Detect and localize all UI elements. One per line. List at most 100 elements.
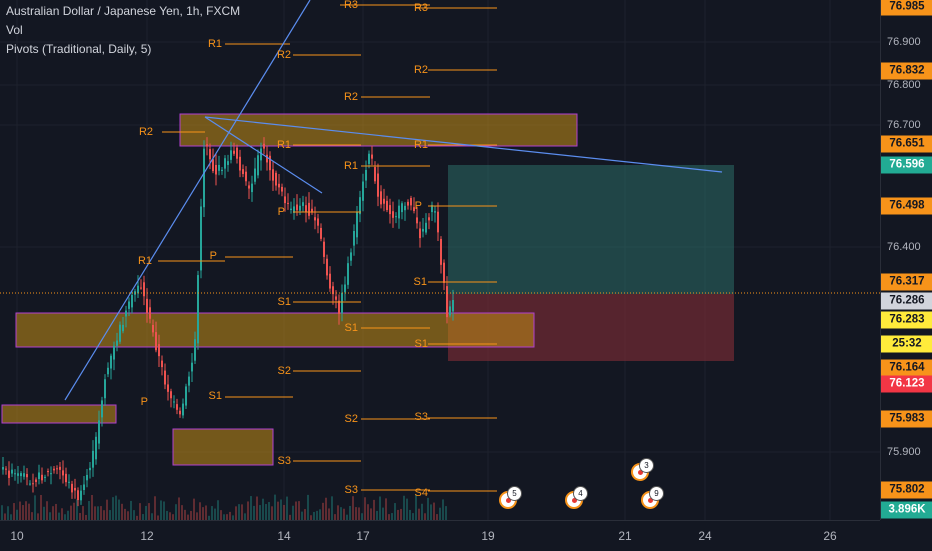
volume-bar (304, 509, 306, 520)
volume-bar (82, 506, 84, 520)
price-axis-label: 76.700 (887, 119, 921, 131)
volume-bar (409, 509, 411, 520)
event-marker[interactable]: 5 (499, 486, 522, 509)
volume-bar (340, 507, 342, 520)
price-tag: 76.317 (881, 273, 932, 291)
price-axis-label: 76.900 (887, 36, 921, 48)
candle-body (320, 227, 322, 239)
candle-body (101, 400, 103, 418)
volume-bar (391, 513, 393, 520)
volume-bar (367, 504, 369, 520)
volume-bar (49, 512, 51, 520)
volume-bar (94, 506, 96, 520)
volume-bar (400, 508, 402, 520)
volume-bar (376, 510, 378, 520)
candle-body (425, 222, 427, 233)
volume-bar (142, 514, 144, 520)
volume-bar (133, 510, 135, 520)
candle-body (167, 384, 169, 392)
pivots-indicator-label[interactable]: Pivots (Traditional, Daily, 5) (6, 42, 152, 56)
candle-body (194, 339, 196, 361)
candle-body (236, 147, 238, 159)
volume-bar (67, 510, 69, 520)
volume-bar (277, 501, 279, 520)
chart-canvas[interactable] (0, 0, 880, 520)
candle-body (26, 474, 28, 478)
candle-body (329, 273, 331, 289)
volume-bar (256, 496, 258, 520)
candle-body (422, 228, 424, 232)
volume-bar (121, 503, 123, 520)
volume-bar (307, 494, 309, 520)
price-tag: 76.164 (881, 359, 932, 377)
volume-bar (235, 506, 237, 520)
volume-bar (31, 512, 33, 520)
volume-bar (271, 506, 273, 520)
volume-bar (382, 507, 384, 520)
volume-bar (253, 505, 255, 520)
candle-body (170, 391, 172, 399)
event-marker[interactable]: 9 (641, 486, 664, 509)
candle-body (2, 467, 4, 470)
symbol-title[interactable]: Australian Dollar / Japanese Yen, 1h, FX… (6, 4, 241, 18)
price-tag: 76.985 (881, 0, 932, 16)
pivot-label: R2 (276, 49, 291, 61)
volume-bar (394, 503, 396, 520)
candle-body (161, 360, 163, 368)
target-zone (448, 165, 734, 294)
time-axis[interactable]: 10 12 14 17 19 21 24 26 (0, 520, 880, 551)
candle-body (77, 490, 79, 501)
volume-bar (238, 504, 240, 520)
event-count-badge: 9 (649, 486, 664, 501)
volume-bar (361, 513, 363, 520)
volume-bar (337, 505, 339, 520)
volume-bar (175, 504, 177, 520)
volume-bar (298, 501, 300, 520)
candle-body (311, 208, 313, 213)
candle-body (140, 287, 142, 289)
volume-bar (25, 501, 27, 520)
candle-body (371, 154, 373, 159)
price-axis[interactable]: 76.900 76.800 76.700 76.400 75.900 76.98… (880, 0, 932, 520)
candle-body (341, 292, 343, 314)
event-marker[interactable]: 3 (631, 458, 654, 481)
volume-bar (331, 496, 333, 520)
volume-bar (223, 514, 225, 520)
volume-bar (4, 513, 6, 520)
candle-body (242, 169, 244, 175)
event-count-badge: 3 (639, 458, 654, 473)
pivot-label: P (209, 250, 217, 262)
volume-bar (34, 495, 36, 520)
volume-bar (208, 515, 210, 520)
candle-body (104, 379, 106, 399)
flag-icon (506, 498, 511, 503)
volume-bar (106, 499, 108, 520)
candle-body (122, 324, 124, 332)
candle-body (158, 344, 160, 357)
price-zone (1, 404, 117, 424)
candle-body (410, 198, 412, 206)
flag-icon (572, 498, 577, 503)
volume-bar (40, 494, 42, 520)
candle-body (401, 203, 403, 213)
volume-bar (283, 504, 285, 520)
volume-bar (445, 506, 447, 520)
candle-body (38, 472, 40, 479)
volume-bar (163, 501, 165, 520)
volume-bar (61, 508, 63, 520)
volume-bar (76, 499, 78, 520)
candle-body (359, 197, 361, 215)
price-zone (179, 113, 578, 147)
volume-bar (316, 510, 318, 520)
pivot-label: R1 (343, 160, 358, 172)
event-marker[interactable]: 4 (565, 486, 588, 509)
flag-icon (638, 470, 643, 475)
volume-indicator-label[interactable]: Vol (6, 23, 23, 37)
volume-bar (10, 514, 12, 520)
pivot-label: R2 (343, 91, 358, 103)
volume-bar (280, 499, 282, 520)
candle-body (5, 468, 7, 470)
price-axis-label: 76.800 (887, 79, 921, 91)
candle-body (98, 420, 100, 444)
candle-body (212, 159, 214, 172)
